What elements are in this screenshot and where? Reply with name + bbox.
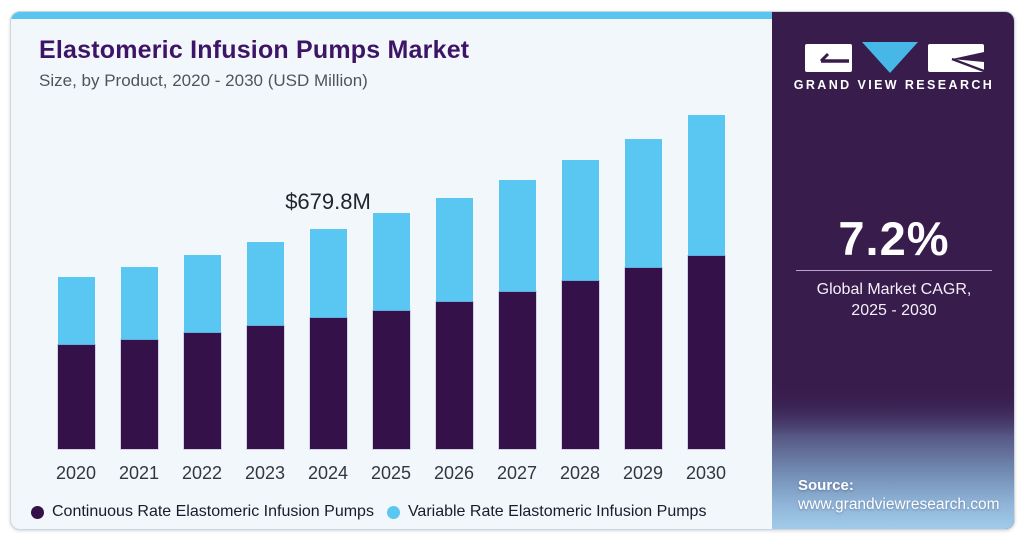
x-axis-label-2022: 2022 — [181, 463, 223, 483]
chart-card: Elastomeric Infusion Pumps Market Size, … — [10, 11, 1015, 530]
bar-segment-variable-2023 — [246, 241, 284, 326]
legend-item-continuous: Continuous Rate Elastomeric Infusion Pum… — [31, 503, 374, 521]
bar-group-2028 — [560, 159, 600, 450]
x-axis-label-2029: 2029 — [622, 463, 664, 483]
x-axis-label-2028: 2028 — [559, 463, 601, 483]
brand-panel: GRAND VIEW RESEARCH 7.2% Global Market C… — [772, 12, 1014, 529]
bar-segment-continuous-2028 — [560, 279, 600, 450]
bar-segment-continuous-2029 — [623, 266, 663, 450]
bar-segment-variable-2024 — [309, 228, 347, 318]
bar-segment-continuous-2027 — [497, 290, 537, 450]
x-axis-label-2023: 2023 — [244, 463, 286, 483]
bar-segment-variable-2030 — [687, 114, 725, 256]
bar-group-2027 — [497, 179, 537, 450]
bar-group-2022 — [182, 254, 222, 450]
bar-group-2024 — [308, 228, 348, 450]
bar-segment-variable-2020 — [57, 276, 95, 345]
bar-segment-variable-2026 — [435, 197, 473, 302]
cagr-label-line2: 2025 - 2030 — [851, 302, 937, 319]
bar-segment-variable-2025 — [372, 212, 410, 311]
bar-segment-variable-2028 — [561, 159, 599, 281]
source-label: Source: — [798, 477, 854, 494]
x-axis-label-2025: 2025 — [370, 463, 412, 483]
chart-title: Elastomeric Infusion Pumps Market — [39, 36, 470, 64]
bar-group-2025 — [371, 212, 411, 450]
mesh-decoration — [772, 381, 1014, 529]
legend-label: Variable Rate Elastomeric Infusion Pumps — [407, 503, 707, 520]
legend-dot-icon — [31, 505, 44, 519]
bar-segment-continuous-2025 — [371, 309, 411, 450]
top-accent-bar — [11, 12, 772, 19]
bar-segment-continuous-2021 — [119, 338, 159, 450]
bar-group-2020 — [56, 276, 96, 450]
x-axis-label-2021: 2021 — [118, 463, 160, 483]
bar-segment-variable-2022 — [183, 254, 221, 333]
brand-name: GRAND VIEW RESEARCH — [793, 78, 995, 92]
legend-item-variable: Variable Rate Elastomeric Infusion Pumps — [386, 503, 707, 521]
logo-r-icon — [927, 43, 984, 72]
bar-group-2029 — [623, 138, 663, 450]
cagr-value: 7.2% — [838, 212, 950, 265]
bar-segment-continuous-2022 — [182, 331, 222, 450]
cagr-label-line1: Global Market CAGR, — [816, 281, 972, 298]
logo-g-icon — [804, 43, 852, 72]
bar-segment-variable-2029 — [624, 138, 662, 268]
x-axis-label-2027: 2027 — [496, 463, 538, 483]
x-axis-label-2024: 2024 — [307, 463, 349, 483]
bar-chart: $679.8M 2020 2021 2022 2023 2024 2025 2026 2027… — [11, 12, 772, 529]
bar-group-2021 — [119, 266, 159, 450]
legend-label: Continuous Rate Elastomeric Infusion Pum… — [52, 503, 374, 520]
bar-segment-continuous-2030 — [686, 254, 726, 450]
bar-segment-continuous-2026 — [434, 300, 474, 450]
bar-segment-continuous-2020 — [56, 343, 96, 450]
x-axis-label-2026: 2026 — [433, 463, 475, 483]
bar-segment-continuous-2024 — [308, 316, 348, 450]
bar-group-2026 — [434, 197, 474, 450]
bar-segment-variable-2027 — [498, 179, 536, 292]
value-annotation: $679.8M — [285, 188, 371, 214]
bar-segment-continuous-2023 — [245, 324, 285, 450]
legend: Continuous Rate Elastomeric Infusion Pum… — [31, 503, 706, 521]
source-url: www.grandviewresearch.com — [798, 496, 1000, 513]
mesh-fade-overlay — [772, 381, 1014, 436]
chart-subtitle: Size, by Product, 2020 - 2030 (USD Milli… — [39, 71, 368, 90]
bar-group-2030 — [686, 114, 726, 450]
x-axis-label-2020: 2020 — [55, 463, 97, 483]
bar-segment-variable-2021 — [120, 266, 158, 340]
cagr-label: Global Market CAGR, 2025 - 2030 — [772, 279, 1014, 321]
logo-triangle-icon — [861, 42, 918, 73]
gvr-logo-icon — [772, 42, 1014, 73]
cagr-divider — [796, 270, 992, 271]
bar-group-2023 — [245, 241, 285, 450]
x-axis-label-2030: 2030 — [685, 463, 727, 483]
source-block: Source: www.grandviewresearch.com — [798, 476, 1000, 515]
legend-dot-icon — [386, 505, 400, 519]
